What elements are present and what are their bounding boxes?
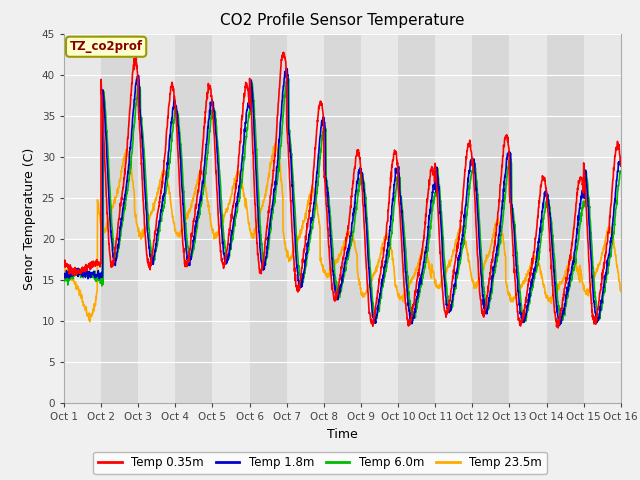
Bar [398, 34, 435, 403]
Temp 6.0m [406, 302, 414, 308]
Temp 6.0m [508, 202, 516, 207]
Line: Temp 0.35m: Temp 0.35m [64, 52, 621, 328]
Temp 23.5m [617, 288, 625, 294]
Temp 0.35m [508, 224, 516, 230]
Line: Temp 23.5m: Temp 23.5m [64, 143, 621, 322]
Bar [472, 34, 509, 403]
Bar [584, 34, 621, 403]
Temp 0.35m [617, 163, 625, 169]
Temp 6.0m [164, 175, 172, 181]
Line: Temp 6.0m: Temp 6.0m [64, 79, 621, 323]
Bar [361, 34, 398, 403]
Temp 1.8m [348, 220, 356, 226]
Temp 1.8m [556, 323, 563, 328]
Temp 6.0m [593, 305, 601, 311]
Bar [324, 34, 361, 403]
Temp 23.5m [593, 269, 601, 275]
Y-axis label: Senor Temperature (C): Senor Temperature (C) [23, 147, 36, 289]
Temp 23.5m [348, 233, 356, 239]
Temp 0.35m [280, 49, 287, 55]
Text: TZ_co2prof: TZ_co2prof [70, 40, 143, 53]
Temp 23.5m [86, 319, 93, 324]
Temp 23.5m [212, 235, 220, 241]
Temp 23.5m [60, 272, 68, 277]
Temp 0.35m [212, 170, 220, 176]
Temp 1.8m [164, 162, 172, 168]
Temp 6.0m [348, 238, 356, 243]
Temp 6.0m [212, 116, 220, 122]
Temp 0.35m [60, 258, 68, 264]
Temp 0.35m [593, 311, 601, 316]
Bar [435, 34, 472, 403]
Temp 0.35m [164, 116, 172, 122]
Temp 0.35m [406, 319, 414, 324]
Temp 6.0m [285, 76, 292, 82]
Bar [509, 34, 547, 403]
Bar [212, 34, 250, 403]
Bar [287, 34, 324, 403]
Bar [250, 34, 287, 403]
Temp 23.5m [508, 297, 516, 303]
Bar [138, 34, 175, 403]
Temp 23.5m [164, 181, 172, 187]
Temp 23.5m [271, 140, 279, 146]
Temp 1.8m [508, 202, 516, 207]
Bar [101, 34, 138, 403]
Bar [64, 34, 101, 403]
Temp 23.5m [406, 278, 414, 284]
X-axis label: Time: Time [327, 428, 358, 441]
Bar [547, 34, 584, 403]
Temp 1.8m [406, 310, 414, 316]
Temp 1.8m [283, 65, 291, 71]
Legend: Temp 0.35m, Temp 1.8m, Temp 6.0m, Temp 23.5m: Temp 0.35m, Temp 1.8m, Temp 6.0m, Temp 2… [93, 452, 547, 474]
Temp 1.8m [593, 313, 601, 319]
Temp 6.0m [617, 168, 625, 174]
Bar [175, 34, 212, 403]
Temp 6.0m [520, 320, 528, 325]
Line: Temp 1.8m: Temp 1.8m [64, 68, 621, 325]
Temp 1.8m [212, 130, 220, 136]
Temp 0.35m [554, 325, 562, 331]
Title: CO2 Profile Sensor Temperature: CO2 Profile Sensor Temperature [220, 13, 465, 28]
Temp 0.35m [348, 191, 356, 196]
Temp 1.8m [617, 155, 625, 160]
Temp 1.8m [60, 274, 68, 280]
Temp 6.0m [60, 276, 68, 282]
